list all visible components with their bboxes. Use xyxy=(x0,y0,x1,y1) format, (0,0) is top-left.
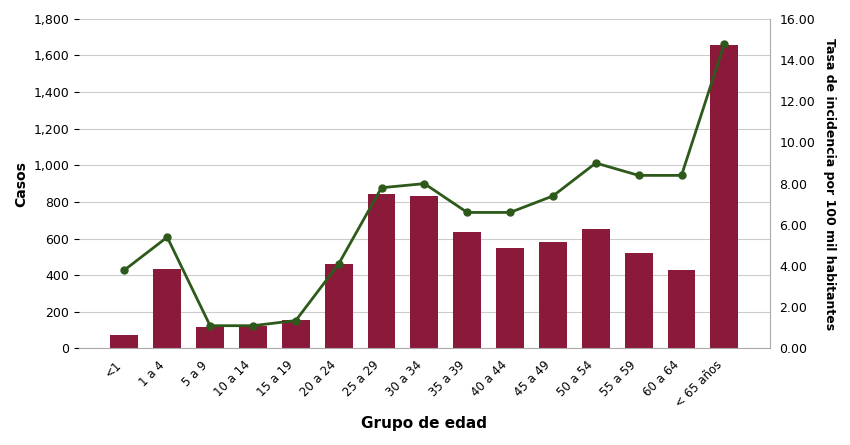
Bar xyxy=(582,229,609,348)
Bar xyxy=(539,242,567,348)
Bar xyxy=(239,326,267,348)
Bar xyxy=(196,327,224,348)
Bar xyxy=(110,335,139,348)
Bar xyxy=(153,269,181,348)
Bar xyxy=(325,264,353,348)
Bar xyxy=(667,270,695,348)
Bar xyxy=(496,248,524,348)
X-axis label: Grupo de edad: Grupo de edad xyxy=(361,416,487,431)
Y-axis label: Tasa de incidencia por 100 mil habitantes: Tasa de incidencia por 100 mil habitante… xyxy=(823,37,836,330)
Y-axis label: Casos: Casos xyxy=(14,161,28,206)
Bar xyxy=(625,253,653,348)
Bar xyxy=(411,195,439,348)
Bar xyxy=(711,44,739,348)
Bar xyxy=(367,194,395,348)
Bar xyxy=(453,232,481,348)
Bar xyxy=(282,320,309,348)
